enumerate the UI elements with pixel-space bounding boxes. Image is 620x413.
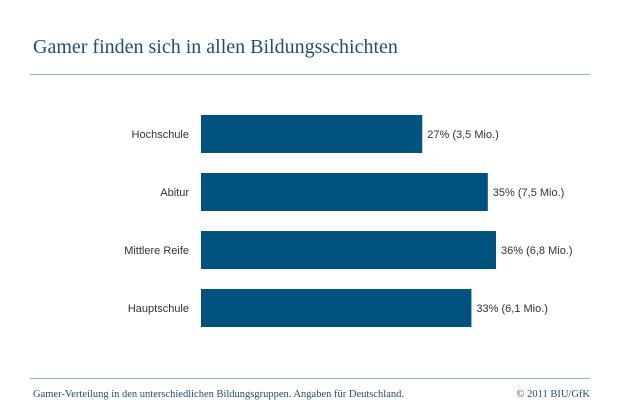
bar-hochschule <box>201 115 423 153</box>
top-divider <box>30 74 590 75</box>
bar-abitur <box>201 173 488 211</box>
data-label: 27% (3,5 Mio.) <box>427 129 499 141</box>
data-label: 36% (6,8 Mio.) <box>501 245 573 257</box>
category-label: Abitur <box>160 187 189 199</box>
footer-caption: Gamer-Verteilung in den unterschiedliche… <box>33 389 404 400</box>
category-label: Mittlere Reife <box>124 245 189 257</box>
bottom-divider <box>30 378 590 379</box>
chart-title: Gamer finden sich in allen Bildungsschic… <box>33 36 398 58</box>
data-label: 33% (6,1 Mio.) <box>476 303 548 315</box>
bar-mittlere-reife <box>201 231 496 269</box>
bar-hauptschule <box>201 289 472 327</box>
category-label: Hauptschule <box>128 303 189 315</box>
category-label: Hochschule <box>132 129 189 141</box>
footer-copyright: © 2011 BIU/GfK <box>516 389 591 400</box>
data-label: 35% (7,5 Mio.) <box>493 187 565 199</box>
